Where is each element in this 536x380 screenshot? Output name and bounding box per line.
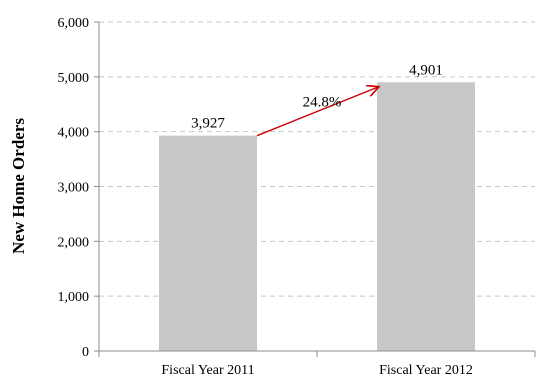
data-label: 3,927 — [191, 116, 225, 132]
y-tick-label: 0 — [82, 345, 89, 360]
y-tick-label: 3,000 — [58, 181, 90, 196]
data-label: 4,901 — [409, 62, 443, 78]
bar — [377, 82, 475, 351]
axes — [94, 21, 536, 357]
growth-arrow — [256, 87, 379, 137]
labels: 0 1,000 2,000 3,000 4,000 5,000 6,000 3,927 Fisc… — [58, 16, 473, 378]
growth-annotation: 24.8% — [303, 95, 342, 111]
bar — [159, 135, 257, 351]
y-tick-label: 1,000 — [58, 290, 90, 305]
y-tick-label: 5,000 — [58, 71, 90, 86]
y-tick-label: 4,000 — [58, 126, 90, 141]
y-axis-title: New Home Orders — [9, 118, 28, 254]
x-tick-label: Fiscal Year 2012 — [379, 363, 473, 378]
y-tick-label: 6,000 — [58, 16, 90, 31]
bars — [159, 82, 475, 351]
x-tick-label: Fiscal Year 2011 — [161, 363, 254, 378]
y-tick-label: 2,000 — [58, 235, 90, 250]
